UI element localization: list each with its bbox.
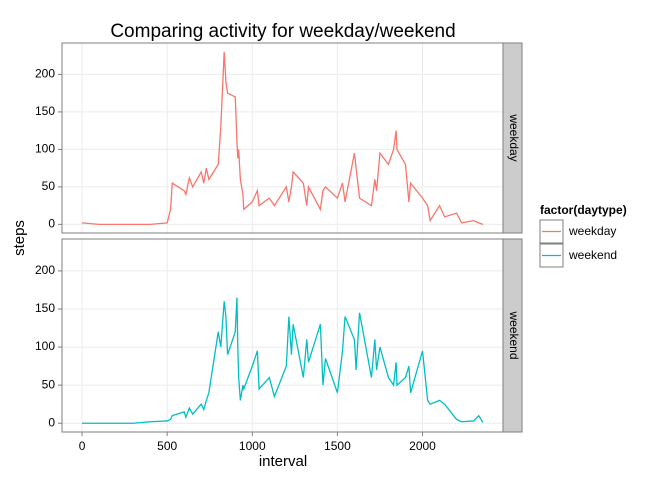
y-tick-label: 100 (35, 142, 55, 156)
y-tick-label: 200 (35, 263, 55, 277)
facet-label: weekday (507, 113, 521, 161)
x-tick-label: 1000 (239, 439, 266, 453)
x-axis-label: interval (259, 453, 307, 470)
series-line (81, 51, 484, 226)
y-tick-label: 150 (35, 104, 55, 118)
x-tick-label: 500 (157, 439, 177, 453)
series-line (82, 297, 484, 424)
y-tick-label: 50 (42, 179, 56, 193)
x-tick-label: 0 (79, 439, 86, 453)
y-tick-label: 100 (35, 339, 55, 353)
y-axis-label: steps (11, 220, 28, 256)
x-tick-label: 2000 (409, 439, 436, 453)
chart-title: Comparing activity for weekday/weekend (110, 21, 455, 42)
y-tick-label: 150 (35, 301, 55, 315)
y-tick-label: 200 (35, 67, 55, 81)
panel (62, 239, 503, 432)
facet-strip (502, 238, 523, 433)
x-tick-label: 1500 (324, 439, 351, 453)
panel (62, 43, 503, 233)
facet-strip (502, 42, 523, 234)
facet-label: weekend (507, 310, 521, 359)
legend-label: weekday (568, 224, 616, 238)
y-tick-label: 0 (48, 415, 55, 429)
y-tick-label: 50 (42, 377, 56, 391)
legend-label: weekend (568, 248, 617, 262)
legend-title: factor(daytype) (540, 203, 627, 217)
y-tick-label: 0 (48, 217, 55, 231)
